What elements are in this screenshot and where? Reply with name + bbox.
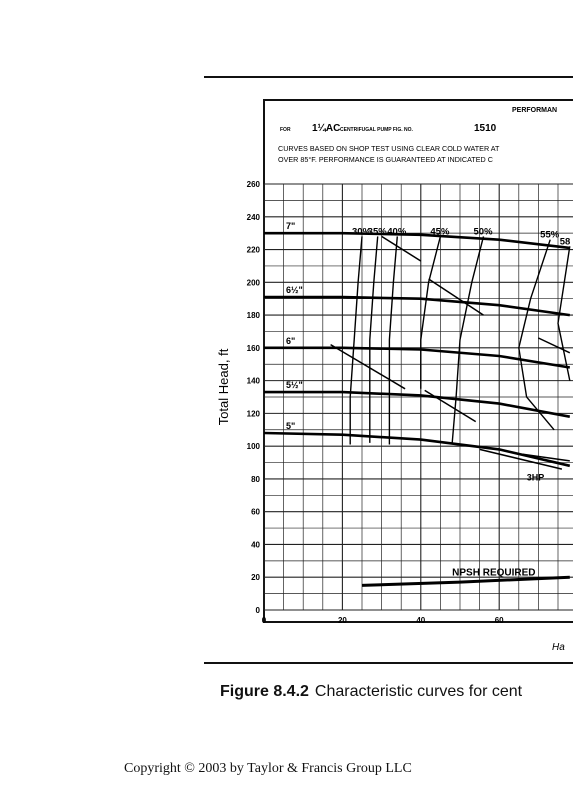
efficiency-label: 40% <box>387 226 407 237</box>
npsh-curve <box>361 575 570 587</box>
plot-curves <box>263 231 571 587</box>
impeller-label: 6" <box>286 336 295 346</box>
y-tick-label: 180 <box>247 311 261 320</box>
y-tick-label: 60 <box>251 508 260 517</box>
impeller-label: 5" <box>286 421 295 431</box>
power-curve <box>479 448 563 470</box>
x-tick-label: 0 <box>262 616 267 625</box>
efficiency-curve <box>557 246 571 381</box>
curve-labels: 7" 6½" 6" 5½" 5" 30%35% 40% 45% 50% 55%58 3HP NPSH … <box>286 221 570 578</box>
y-tick-label: 200 <box>247 278 261 287</box>
power-curve <box>330 343 406 390</box>
for-label: FOR <box>280 127 291 133</box>
efficiency-curve <box>388 236 398 445</box>
power-curve <box>381 235 422 262</box>
impeller-curve <box>264 390 571 418</box>
power-curve <box>522 453 570 462</box>
npsh-label: NPSH REQUIRED <box>452 568 535 579</box>
impeller-curve <box>264 231 570 250</box>
impeller-curve <box>263 431 571 468</box>
y-axis-label: Total Head, ft <box>216 348 231 425</box>
y-tick-label: 40 <box>251 540 260 549</box>
x-axis-label: Ha <box>552 642 565 653</box>
efficiency-label: 50% <box>474 226 494 237</box>
efficiency-label: 58 <box>560 236 571 247</box>
bottom-rule <box>204 662 573 664</box>
efficiency-curve <box>518 239 555 431</box>
caption-text: Characteristic curves for cent <box>314 683 523 700</box>
efficiency-label: 55% <box>540 230 560 241</box>
copyright-notice: Copyright © 2003 by Taylor & Francis Gro… <box>124 761 412 776</box>
impeller-label: 6½" <box>286 285 303 295</box>
figure-caption: Figure 8.4.2 Characteristic curves for ce… <box>220 683 522 701</box>
fig-no-label: 1510 <box>474 123 497 134</box>
x-tick-label: 40 <box>416 616 425 625</box>
x-tick-label: 60 <box>495 616 504 625</box>
caption-number: Figure 8.4.2 <box>220 683 309 700</box>
y-tick-label: 240 <box>247 213 261 222</box>
header-performance: PERFORMAN <box>512 107 557 114</box>
plot-grid <box>263 183 573 611</box>
power-curve <box>538 337 571 354</box>
pump-fig-label: CENTRIFUGAL PUMP FIG. NO. <box>340 127 413 133</box>
impeller-label: 5½" <box>286 380 303 390</box>
power-curve <box>424 389 477 423</box>
test-note-line1: CURVES BASED ON SHOP TEST USING CLEAR CO… <box>278 144 500 153</box>
y-tick-label: 220 <box>247 246 261 255</box>
power-label: 3HP <box>527 472 545 482</box>
y-tick-label: 120 <box>247 409 261 418</box>
y-tick-label: 100 <box>247 442 261 451</box>
efficiency-curve <box>451 236 485 443</box>
efficiency-curve <box>349 236 363 445</box>
x-tick-label: 20 <box>338 616 347 625</box>
y-tick-label: 140 <box>247 377 261 386</box>
model-label: 1¼AC <box>312 123 340 134</box>
efficiency-curve <box>420 236 442 389</box>
y-tick-label: 80 <box>251 475 260 484</box>
y-tick-label: 260 <box>247 180 261 189</box>
efficiency-label: 35% <box>368 226 388 237</box>
test-note-line2: OVER 85°F. PERFORMANCE IS GUARANTEED AT … <box>278 155 493 164</box>
y-tick-label: 160 <box>247 344 261 353</box>
impeller-curve <box>264 295 570 317</box>
efficiency-label: 30% <box>352 226 372 237</box>
power-curve <box>428 278 484 316</box>
plot-axes: 0 20 40 60 80 100 120 140 160 180 200 220 240 260 0 20 4… <box>247 180 505 625</box>
impeller-label: 7" <box>286 221 295 231</box>
efficiency-curve <box>369 236 379 443</box>
y-tick-label: 20 <box>251 573 260 582</box>
efficiency-label: 45% <box>430 226 450 237</box>
top-rule <box>204 76 573 78</box>
y-tick-label: 0 <box>256 606 261 615</box>
